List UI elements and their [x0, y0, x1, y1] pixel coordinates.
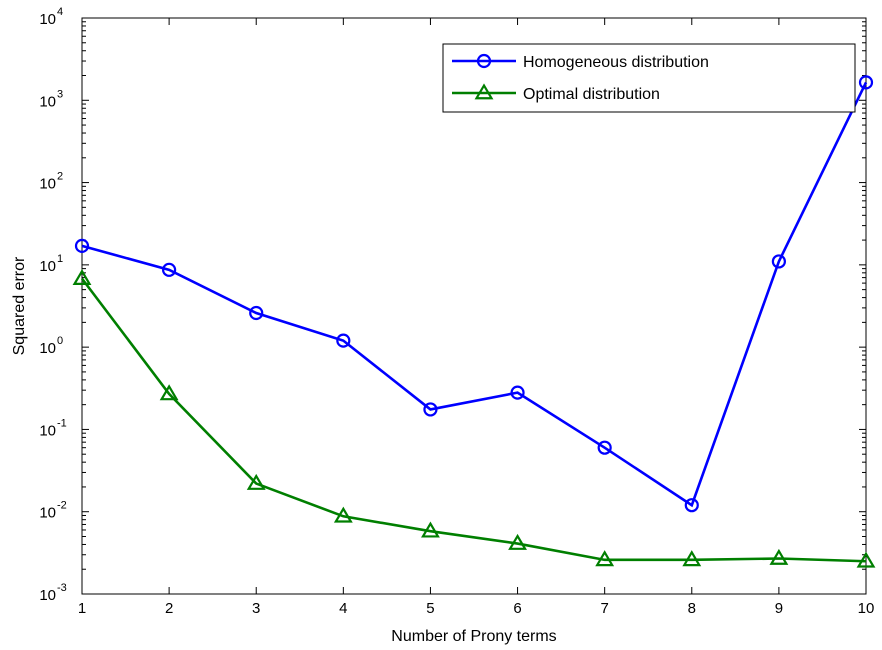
x-tick-label: 6 — [513, 600, 521, 617]
triangle-marker — [474, 83, 494, 100]
triangle-marker — [682, 550, 702, 567]
triangle-marker — [246, 473, 266, 490]
circle-marker — [597, 440, 612, 455]
x-tick-label: 3 — [252, 600, 260, 617]
x-tick-label: 7 — [600, 600, 608, 617]
triangle-marker — [72, 268, 92, 285]
series-layer — [72, 75, 876, 568]
y-tick-exponent: -3 — [57, 582, 67, 594]
circle-marker — [74, 238, 90, 253]
y-tick-exponent: -1 — [57, 417, 67, 429]
x-tick-label: 2 — [165, 600, 173, 617]
y-tick-label: 102 — [39, 171, 63, 193]
circle-marker — [771, 254, 786, 269]
circle-marker — [162, 262, 177, 277]
plot-area — [81, 17, 867, 595]
x-tick-label: 4 — [339, 600, 347, 617]
y-axis-label: Squared error — [11, 256, 28, 355]
triangle-marker — [333, 506, 353, 523]
triangle-marker — [508, 533, 527, 550]
circle-marker — [476, 53, 492, 69]
y-tick-label: 104 — [39, 6, 63, 28]
triangle-marker — [856, 551, 876, 568]
y-tick-label: 101 — [39, 253, 63, 275]
circle-marker — [249, 305, 264, 321]
y-tick-label: 100 — [39, 335, 63, 357]
y-tick-label: 103 — [39, 88, 63, 110]
legend-entry: Optimal distribution — [452, 83, 660, 103]
series-circle — [74, 75, 874, 513]
x-tick-label: 8 — [688, 600, 696, 617]
x-tick-label: 10 — [858, 600, 875, 617]
x-axis-label: Number of Prony terms — [391, 628, 556, 645]
circle-marker — [336, 333, 351, 348]
circle-marker — [858, 75, 874, 90]
y-tick-exponent: 3 — [57, 88, 63, 100]
x-tick-label: 5 — [426, 600, 434, 617]
y-tick-exponent: 0 — [57, 335, 63, 347]
x-tick-label: 9 — [775, 600, 783, 617]
legend: Homogeneous distribution Optimal distribu… — [442, 43, 856, 113]
y-tick-exponent: -2 — [57, 500, 67, 512]
y-tick-exponent: 4 — [57, 6, 63, 18]
triangle-marker — [421, 521, 440, 538]
series-triangle — [72, 268, 876, 568]
series-line — [80, 277, 867, 563]
series-line — [81, 81, 868, 508]
triangle-marker — [159, 384, 179, 401]
y-tick-label: 10-2 — [39, 500, 66, 522]
circle-marker — [510, 385, 525, 400]
y-tick-exponent: 1 — [57, 253, 63, 265]
triangle-marker — [595, 550, 615, 567]
circle-marker — [684, 498, 699, 513]
circle-marker — [423, 402, 438, 417]
legend-box — [442, 43, 856, 113]
y-tick-label: 10-1 — [39, 417, 66, 439]
legend-label: Homogeneous distribution — [523, 54, 709, 71]
legend-items: Homogeneous distribution Optimal distribu… — [452, 53, 709, 103]
legend-entry: Homogeneous distribution — [452, 53, 709, 71]
triangle-marker — [769, 548, 789, 565]
y-tick-label: 10-3 — [39, 582, 66, 604]
x-tick-label: 1 — [78, 600, 86, 617]
y-tick-exponent: 2 — [57, 171, 63, 183]
legend-label: Optimal distribution — [523, 86, 660, 103]
